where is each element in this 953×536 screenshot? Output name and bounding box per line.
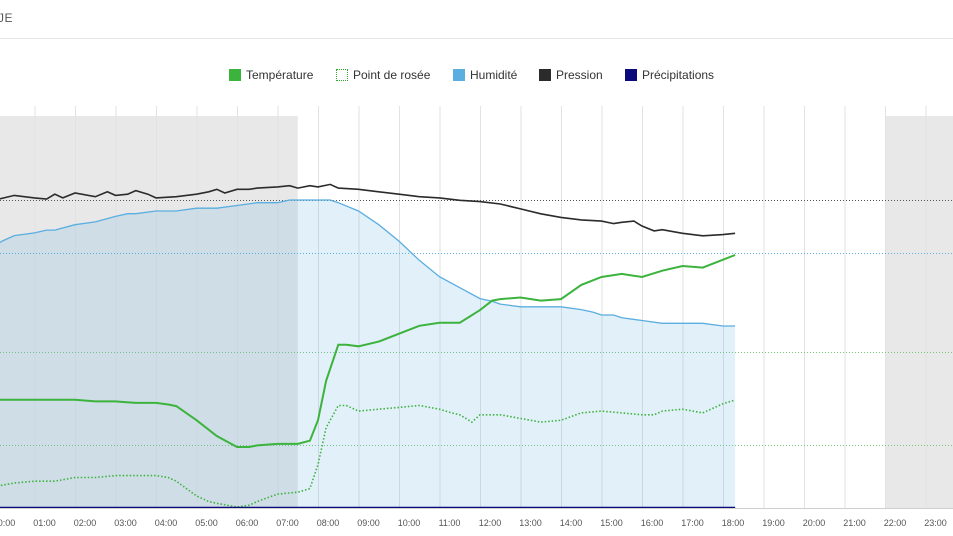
series-line-point-de-rosee [0,399,736,508]
x-tick-label: 15:00 [600,518,623,528]
legend-item-pressure[interactable]: Pression [539,66,603,84]
legend-item-dewpoint[interactable]: Point de rosée [336,66,430,84]
legend-label-precipitation: Précipitations [642,68,715,82]
series-line-pression [0,183,736,237]
x-tick-label: 03:00 [114,518,137,528]
series-line-temperature [0,254,736,448]
legend-label-pressure: Pression [556,68,603,82]
x-tick-label: 21:00 [843,518,866,528]
x-tick-label: 18:00 [722,518,745,528]
chart-legend: Température Point de rosée Humidité Pres… [0,66,953,84]
x-tick-label: 05:00 [195,518,218,528]
legend-label-humidity: Humidité [470,68,518,82]
x-tick-label: 10:00 [398,518,421,528]
legend-swatch-dewpoint [336,69,348,81]
x-tick-label: 19:00 [762,518,785,528]
x-tick-label: 02:00 [74,518,97,528]
series-line-humidite [0,199,736,327]
legend-item-humidity[interactable]: Humidité [453,66,517,84]
legend-swatch-temperature [229,69,241,81]
legend-swatch-humidity [453,69,465,81]
x-tick-label: 12:00 [479,518,502,528]
x-tick-label: 00:00 [0,518,15,528]
x-tick-label: 23:00 [924,518,947,528]
legend-item-precipitation[interactable]: Précipitations [625,66,714,84]
legend-item-temperature[interactable]: Température [229,66,313,84]
x-tick-label: 17:00 [681,518,704,528]
legend-swatch-pressure [539,69,551,81]
legend-label-dewpoint: Point de rosée [353,68,431,82]
x-tick-label: 14:00 [560,518,583,528]
x-tick-label: 08:00 [317,518,340,528]
x-tick-label: 01:00 [33,518,56,528]
x-tick-label: 09:00 [357,518,380,528]
x-tick-label: 11:00 [439,518,461,528]
night-shade-0 [0,116,298,508]
panel-title: JE [0,11,14,25]
x-tick-label: 04:00 [155,518,178,528]
legend-label-temperature: Température [246,68,314,82]
legend-swatch-precipitation [625,69,637,81]
x-tick-label: 16:00 [641,518,664,528]
night-shade-1 [885,116,953,508]
x-tick-label: 06:00 [236,518,259,528]
x-tick-label: 13:00 [519,518,542,528]
panel-header: JE [0,0,953,39]
x-tick-label: 22:00 [884,518,907,528]
x-tick-label: 07:00 [276,518,299,528]
x-tick-label: 20:00 [803,518,826,528]
series-area-humidite [0,200,736,508]
